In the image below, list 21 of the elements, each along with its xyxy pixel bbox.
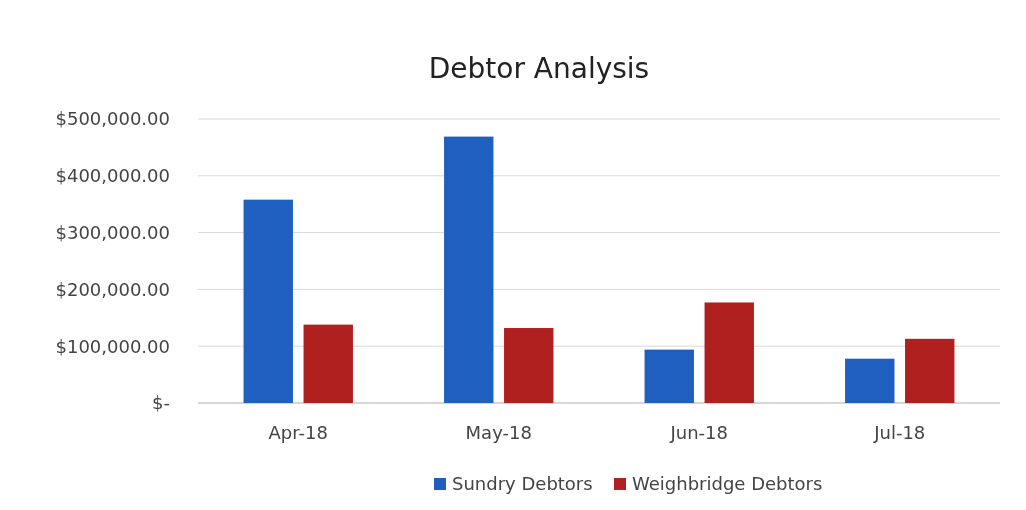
- x-tick-label: Jul-18: [873, 422, 926, 443]
- y-tick-label: $200,000.00: [55, 278, 170, 300]
- legend-label: Sundry Debtors: [452, 473, 593, 495]
- x-tick-label: Apr-18: [268, 422, 328, 443]
- bar: [444, 136, 494, 403]
- legend-label: Weighbridge Debtors: [632, 473, 823, 495]
- y-tick-label: $400,000.00: [55, 165, 170, 187]
- y-tick-label: $500,000.00: [55, 108, 170, 130]
- x-tick-label: Jun-18: [669, 422, 729, 443]
- bar: [504, 328, 554, 403]
- bar: [243, 199, 293, 403]
- bar: [704, 302, 754, 403]
- chart-title: Debtor Analysis: [428, 52, 650, 85]
- y-tick-label: $300,000.00: [55, 221, 170, 243]
- y-tick-label: $-: [152, 392, 170, 414]
- bar: [303, 324, 353, 403]
- y-tick-label: $100,000.00: [55, 335, 170, 357]
- x-tick-label: May-18: [465, 422, 532, 443]
- bar: [905, 338, 955, 403]
- bar: [845, 358, 895, 403]
- bar: [644, 349, 694, 403]
